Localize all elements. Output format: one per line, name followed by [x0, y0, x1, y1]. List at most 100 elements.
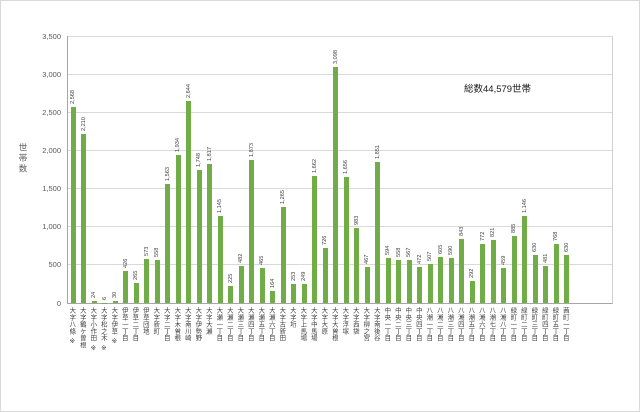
- bar-value-label: 426: [122, 258, 129, 268]
- bar: [154, 260, 160, 303]
- bar: [217, 215, 223, 303]
- bar-value-label: 726: [322, 235, 328, 245]
- bar: [364, 267, 370, 303]
- bar-value-label: 472: [416, 254, 423, 264]
- plot-area: 2,568 2,210 24 6 30 426 265 573 558 1,563 1,934 2,6…: [67, 35, 613, 304]
- bar-value-label: 24: [91, 291, 97, 299]
- bar: [543, 266, 548, 303]
- x-axis-category-label: 大瀬五丁目: [257, 307, 265, 342]
- bar-value-label: 2,568: [70, 90, 76, 105]
- x-axis-category-label: 大字南川崎: [183, 307, 191, 342]
- bar-value-label: 1,656: [343, 159, 349, 174]
- y-axis-tick-label: 500: [48, 260, 61, 270]
- bar-value-label: 253: [290, 271, 297, 281]
- bar-value-label: 1,748: [196, 152, 202, 167]
- x-axis-category-label: 八潮一丁目: [425, 307, 433, 342]
- bar: [102, 302, 107, 303]
- bar-value-label: 843: [458, 226, 465, 236]
- bar: [165, 183, 170, 303]
- x-axis-category-label: 伊草二丁目: [131, 307, 139, 342]
- y-axis-tick-label: 1,000: [42, 222, 61, 232]
- bar: [417, 267, 422, 303]
- x-axis-category-label: 八潮七丁目: [488, 307, 496, 342]
- x-axis-category-label: 大字柳之宮: [362, 307, 370, 342]
- total-annotation: 総数44,579世帯: [464, 84, 532, 95]
- bar: [564, 254, 569, 303]
- bar: [553, 244, 559, 303]
- bar: [375, 161, 380, 303]
- bar: [438, 256, 443, 303]
- x-axis-category-label: 大瀬一丁目: [215, 307, 223, 342]
- bar: [427, 264, 433, 303]
- gridline: [68, 188, 612, 190]
- x-axis-category-label: 大字二丁目: [162, 307, 170, 342]
- bar-value-label: 225: [227, 273, 234, 283]
- bar-value-label: 630: [532, 242, 538, 252]
- bar: [469, 280, 475, 303]
- bar-value-label: 1,265: [280, 189, 286, 204]
- x-axis-category-label: 八潮八丁目: [498, 307, 506, 342]
- bar: [280, 206, 286, 303]
- gridline: [68, 149, 612, 151]
- x-axis-category-label: 大瀬三丁目: [236, 307, 244, 342]
- x-axis-category-label: 大字上馬場: [299, 307, 307, 342]
- bar: [81, 134, 86, 303]
- bar-value-label: 558: [395, 248, 402, 258]
- bar-value-label: 605: [437, 244, 444, 254]
- gridline: [68, 111, 612, 113]
- gridline: [68, 35, 612, 37]
- x-axis-category-label: 中央二丁目: [393, 307, 401, 342]
- x-axis-category-label: 大字鶴ケ曽根: [78, 307, 86, 349]
- x-axis-category-label: 大字大曽根: [330, 307, 338, 342]
- y-axis-tick-label: 2,000: [42, 145, 61, 155]
- bar: [396, 260, 401, 303]
- bar-value-label: 590: [448, 245, 454, 255]
- bar-value-label: 459: [500, 255, 507, 265]
- x-axis-category-label: 大字木曽根: [173, 307, 181, 342]
- bar: [270, 290, 275, 303]
- bar: [238, 266, 244, 303]
- x-axis-category-label: 伊草一丁目: [120, 307, 128, 342]
- x-axis-category-label: 大字中馬場: [309, 307, 317, 342]
- bar-value-label: 481: [542, 253, 549, 264]
- bar-value-label: 465: [259, 255, 265, 265]
- bar-value-label: 6: [101, 296, 108, 300]
- x-axis-category-label: 大字大原: [320, 307, 328, 335]
- x-axis-category-label: 大字古新田: [278, 307, 286, 342]
- bar: [343, 176, 349, 303]
- bar: [511, 235, 517, 303]
- bar-value-label: 507: [427, 251, 433, 262]
- bar: [259, 267, 265, 303]
- bar-value-label: 1,851: [374, 144, 381, 159]
- bar: [144, 259, 149, 303]
- bar-value-label: 1,873: [248, 143, 255, 158]
- y-axis-title: 世帯数: [18, 143, 28, 175]
- x-axis-category-label: 茜町一丁目: [561, 307, 569, 342]
- y-axis-tick-label: 0: [56, 298, 61, 308]
- x-axis-category-label: 大字伊草 ※: [110, 307, 118, 346]
- bar-value-label: 265: [133, 270, 139, 280]
- x-axis-category-label: 緑町五丁目: [551, 307, 559, 342]
- bar: [196, 169, 202, 303]
- bar: [459, 238, 464, 303]
- bar: [490, 240, 496, 303]
- gridline: [68, 264, 612, 266]
- bar-value-label: 3,098: [332, 49, 339, 64]
- x-axis-category-label: 緑町二丁目: [519, 307, 527, 342]
- bar: [133, 282, 139, 303]
- x-axis-category-label: 八潮三丁目: [446, 307, 454, 342]
- x-axis-category-label: 大字垳: [288, 307, 296, 328]
- x-axis-category-label: 八潮二丁目: [435, 307, 443, 342]
- bar-value-label: 1,563: [164, 166, 171, 181]
- x-axis-category-label: 緑町三丁目: [530, 307, 538, 342]
- x-axis-category-label: 大字小作田 ※: [89, 307, 97, 353]
- y-axis-tick-label: 3,000: [42, 69, 61, 79]
- bar: [333, 66, 338, 303]
- bar: [112, 300, 118, 303]
- bar-value-label: 249: [301, 271, 307, 282]
- bar: [186, 101, 191, 303]
- bar-value-label: 2,210: [80, 117, 87, 132]
- x-axis-category-label: 大瀬六丁目: [267, 307, 275, 342]
- bar-value-label: 1,934: [175, 138, 181, 153]
